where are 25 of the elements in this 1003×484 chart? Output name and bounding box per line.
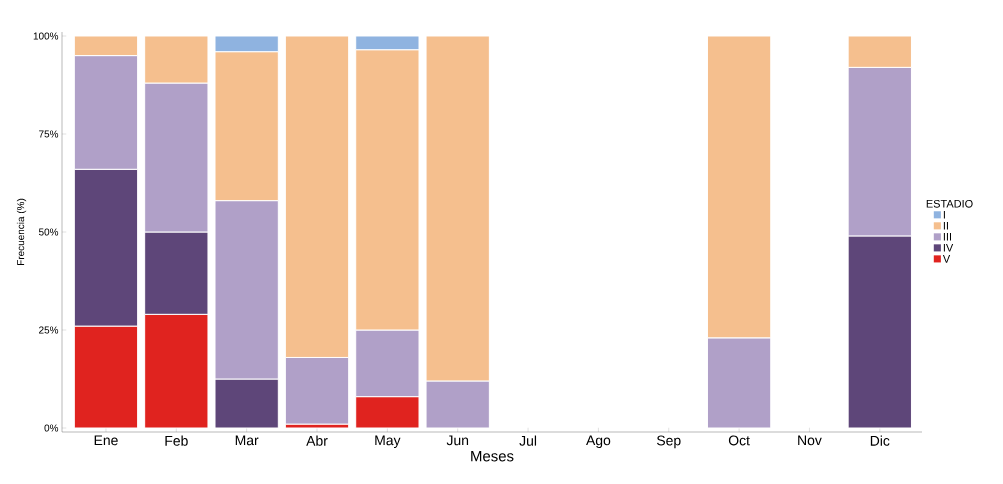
x-tick-label: Dic bbox=[870, 435, 890, 446]
x-tick-label: Sep bbox=[656, 435, 681, 449]
y-tick-label: 50% bbox=[38, 228, 59, 236]
legend-label: IV bbox=[943, 244, 954, 252]
legend-label: II bbox=[943, 222, 948, 230]
y-tick-label: 100% bbox=[33, 32, 59, 40]
x-tick-label: Feb bbox=[165, 435, 188, 446]
x-tick-label: Jul bbox=[519, 435, 537, 446]
x-axis-title: Meses bbox=[471, 450, 514, 462]
y-tick-label: 75% bbox=[39, 130, 59, 138]
legend-label: I bbox=[943, 211, 945, 219]
legend-label: III bbox=[943, 233, 951, 241]
x-tick-label: Nov bbox=[798, 435, 822, 446]
y-tick-label: 0% bbox=[44, 424, 59, 432]
x-tick-label: Jun bbox=[446, 435, 469, 446]
y-tick-label: 25% bbox=[39, 326, 59, 334]
x-tick-label: May bbox=[375, 435, 401, 449]
x-tick-label: Ene bbox=[94, 435, 118, 446]
y-axis-title: Frecuencia (%) bbox=[16, 198, 27, 265]
legend-label: V bbox=[942, 255, 951, 263]
x-tick-label: Mar bbox=[235, 435, 259, 446]
x-tick-label: Oct bbox=[728, 435, 750, 446]
x-tick-label: Abr bbox=[306, 435, 328, 446]
legend-title: ESTADIO bbox=[926, 199, 973, 208]
x-tick-label: Ago bbox=[586, 435, 611, 449]
